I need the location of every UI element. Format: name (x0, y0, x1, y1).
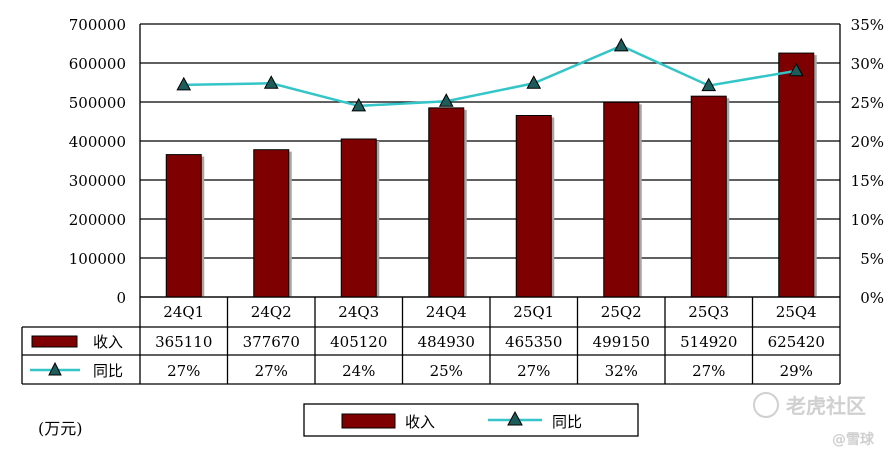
revenue-value: 514920 (680, 333, 737, 351)
right-tick-label: 35% (851, 16, 884, 34)
left-axis-ticks: 700000 600000 500000 400000 300000 200000 1000… (69, 16, 126, 307)
yoy-value: 27% (167, 362, 200, 380)
data-table: 24Q1 365110 27% 24Q2 377670 27% 24Q3 405120 24% 2… (21, 296, 841, 385)
category-label: 25Q2 (601, 303, 642, 321)
watermark-text: 老虎社区 (786, 394, 866, 418)
bar-25Q1 (515, 115, 552, 298)
yoy-value: 24% (342, 362, 375, 380)
category-label: 25Q3 (688, 303, 729, 321)
yoy-point-25Q3 (701, 77, 717, 92)
category-label: 24Q2 (251, 303, 292, 321)
revenue-value: 405120 (330, 333, 387, 351)
bar-24Q4 (428, 107, 465, 298)
bar-25Q4 (778, 52, 815, 298)
right-tick-label: 0% (860, 289, 884, 307)
right-tick-label: 10% (851, 211, 884, 229)
right-tick-label: 20% (851, 133, 884, 151)
gridlines (139, 23, 841, 298)
left-tick-label: 600000 (69, 55, 126, 73)
tiger-logo-icon (753, 392, 779, 418)
bar-25Q3 (690, 95, 727, 298)
legend-swatch-revenue (341, 413, 396, 429)
right-axis-ticks: 35% 30% 25% 20% 15% 10% 5% 0% (851, 16, 884, 307)
yoy-point-24Q4 (438, 93, 454, 107)
bar-24Q1 (165, 154, 202, 298)
yoy-point-24Q1 (176, 76, 192, 91)
right-tick-label: 25% (851, 94, 884, 112)
yoy-value: 27% (255, 362, 288, 380)
category-label: 25Q4 (776, 303, 817, 321)
revenue-row-header: 收入 (93, 333, 123, 351)
unit-label: (万元) (38, 419, 83, 438)
yoy-value: 25% (430, 362, 463, 380)
revenue-row-swatch (31, 335, 78, 348)
left-tick-label: 0 (116, 289, 126, 307)
legend-swatch-yoy-marker (507, 410, 523, 426)
yoy-point-25Q2 (613, 37, 629, 52)
yoy-value: 27% (517, 362, 550, 380)
revenue-value: 625420 (768, 333, 825, 351)
yoy-row-swatch-marker (48, 361, 62, 376)
revenue-value: 465350 (505, 333, 562, 351)
left-tick-label: 700000 (69, 16, 126, 34)
yoy-point-25Q4 (788, 62, 804, 77)
legend-label-revenue: 收入 (405, 413, 435, 431)
watermark-text: @雪球 (832, 431, 875, 448)
legend: 收入 同比 (303, 403, 639, 437)
revenue-value: 484930 (418, 333, 475, 351)
left-tick-label: 400000 (69, 133, 126, 151)
right-tick-label: 30% (851, 55, 884, 73)
yoy-value: 32% (605, 362, 638, 380)
bar-24Q3 (340, 138, 377, 298)
left-tick-label: 100000 (69, 250, 126, 268)
revenue-bars (165, 52, 817, 298)
yoy-point-25Q1 (526, 75, 542, 89)
yoy-point-24Q2 (263, 75, 279, 89)
yoy-value: 29% (780, 362, 813, 380)
right-tick-label: 5% (860, 250, 884, 268)
category-label: 24Q4 (426, 303, 467, 321)
left-tick-label: 500000 (69, 94, 126, 112)
legend-label-yoy: 同比 (552, 413, 582, 431)
yoy-line (176, 37, 804, 112)
left-tick-label: 200000 (69, 211, 126, 229)
right-tick-label: 15% (851, 172, 884, 190)
yoy-row-header: 同比 (93, 362, 123, 380)
yoy-value: 27% (692, 362, 725, 380)
bar-25Q2 (603, 101, 640, 298)
left-tick-label: 300000 (69, 172, 126, 190)
category-label: 24Q1 (163, 303, 204, 321)
revenue-value: 499150 (593, 333, 650, 351)
category-label: 24Q3 (338, 303, 379, 321)
watermark: 老虎社区 @雪球 (753, 392, 875, 448)
bar-24Q2 (253, 149, 290, 298)
yoy-series-line (183, 44, 797, 108)
category-label: 25Q1 (513, 303, 554, 321)
revenue-value: 365110 (155, 333, 212, 351)
yoy-point-24Q3 (351, 97, 367, 112)
revenue-value: 377670 (243, 333, 300, 351)
